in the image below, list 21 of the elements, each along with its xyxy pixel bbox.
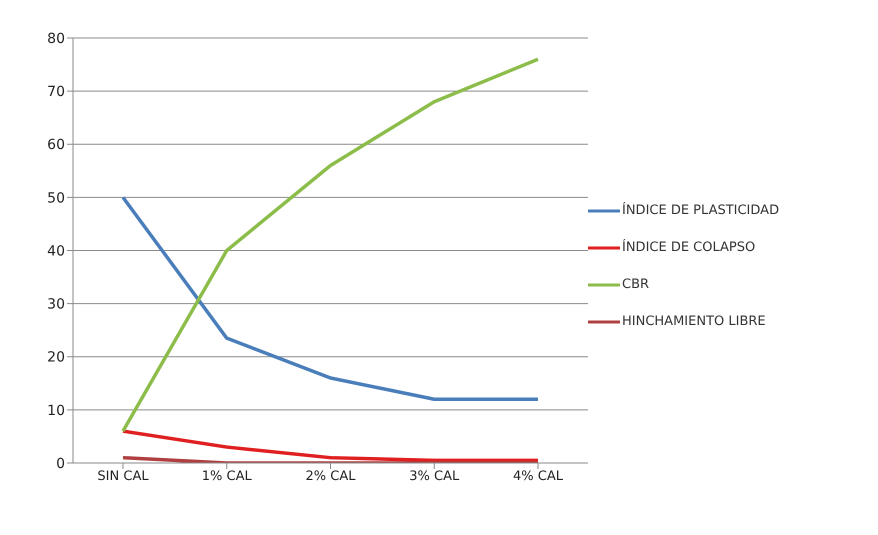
legend-label: ÍNDICE DE COLAPSO [622, 240, 756, 254]
y-tick-label: 70 [47, 84, 65, 100]
y-tick-label: 60 [47, 137, 65, 154]
line-series [121, 429, 540, 462]
legend-label: HINCHAMIENTO LIBRE [622, 314, 767, 328]
x-tick-label: SIN CAL [97, 469, 150, 484]
y-tick-label: 50 [47, 190, 65, 206]
y-tick-label: 80 [47, 30, 65, 47]
x-tick-label: 4% CAL [513, 469, 564, 484]
y-tick-label: 20 [47, 350, 65, 366]
x-tick-label: 1% CAL [202, 469, 252, 484]
legend-label: CBR [622, 276, 650, 292]
y-tick-label: 0 [56, 456, 65, 472]
y-tick-label: 10 [47, 402, 65, 419]
line-series [121, 196, 540, 401]
line-series [121, 58, 540, 433]
x-tick-label: 2% CAL [306, 469, 356, 484]
y-tick-label: 40 [47, 243, 65, 260]
legend-label: ÍNDICE DE PLASTICIDAD [622, 202, 780, 218]
x-tick-label: 3% CAL [409, 469, 460, 484]
y-tick-label: 30 [47, 296, 65, 313]
